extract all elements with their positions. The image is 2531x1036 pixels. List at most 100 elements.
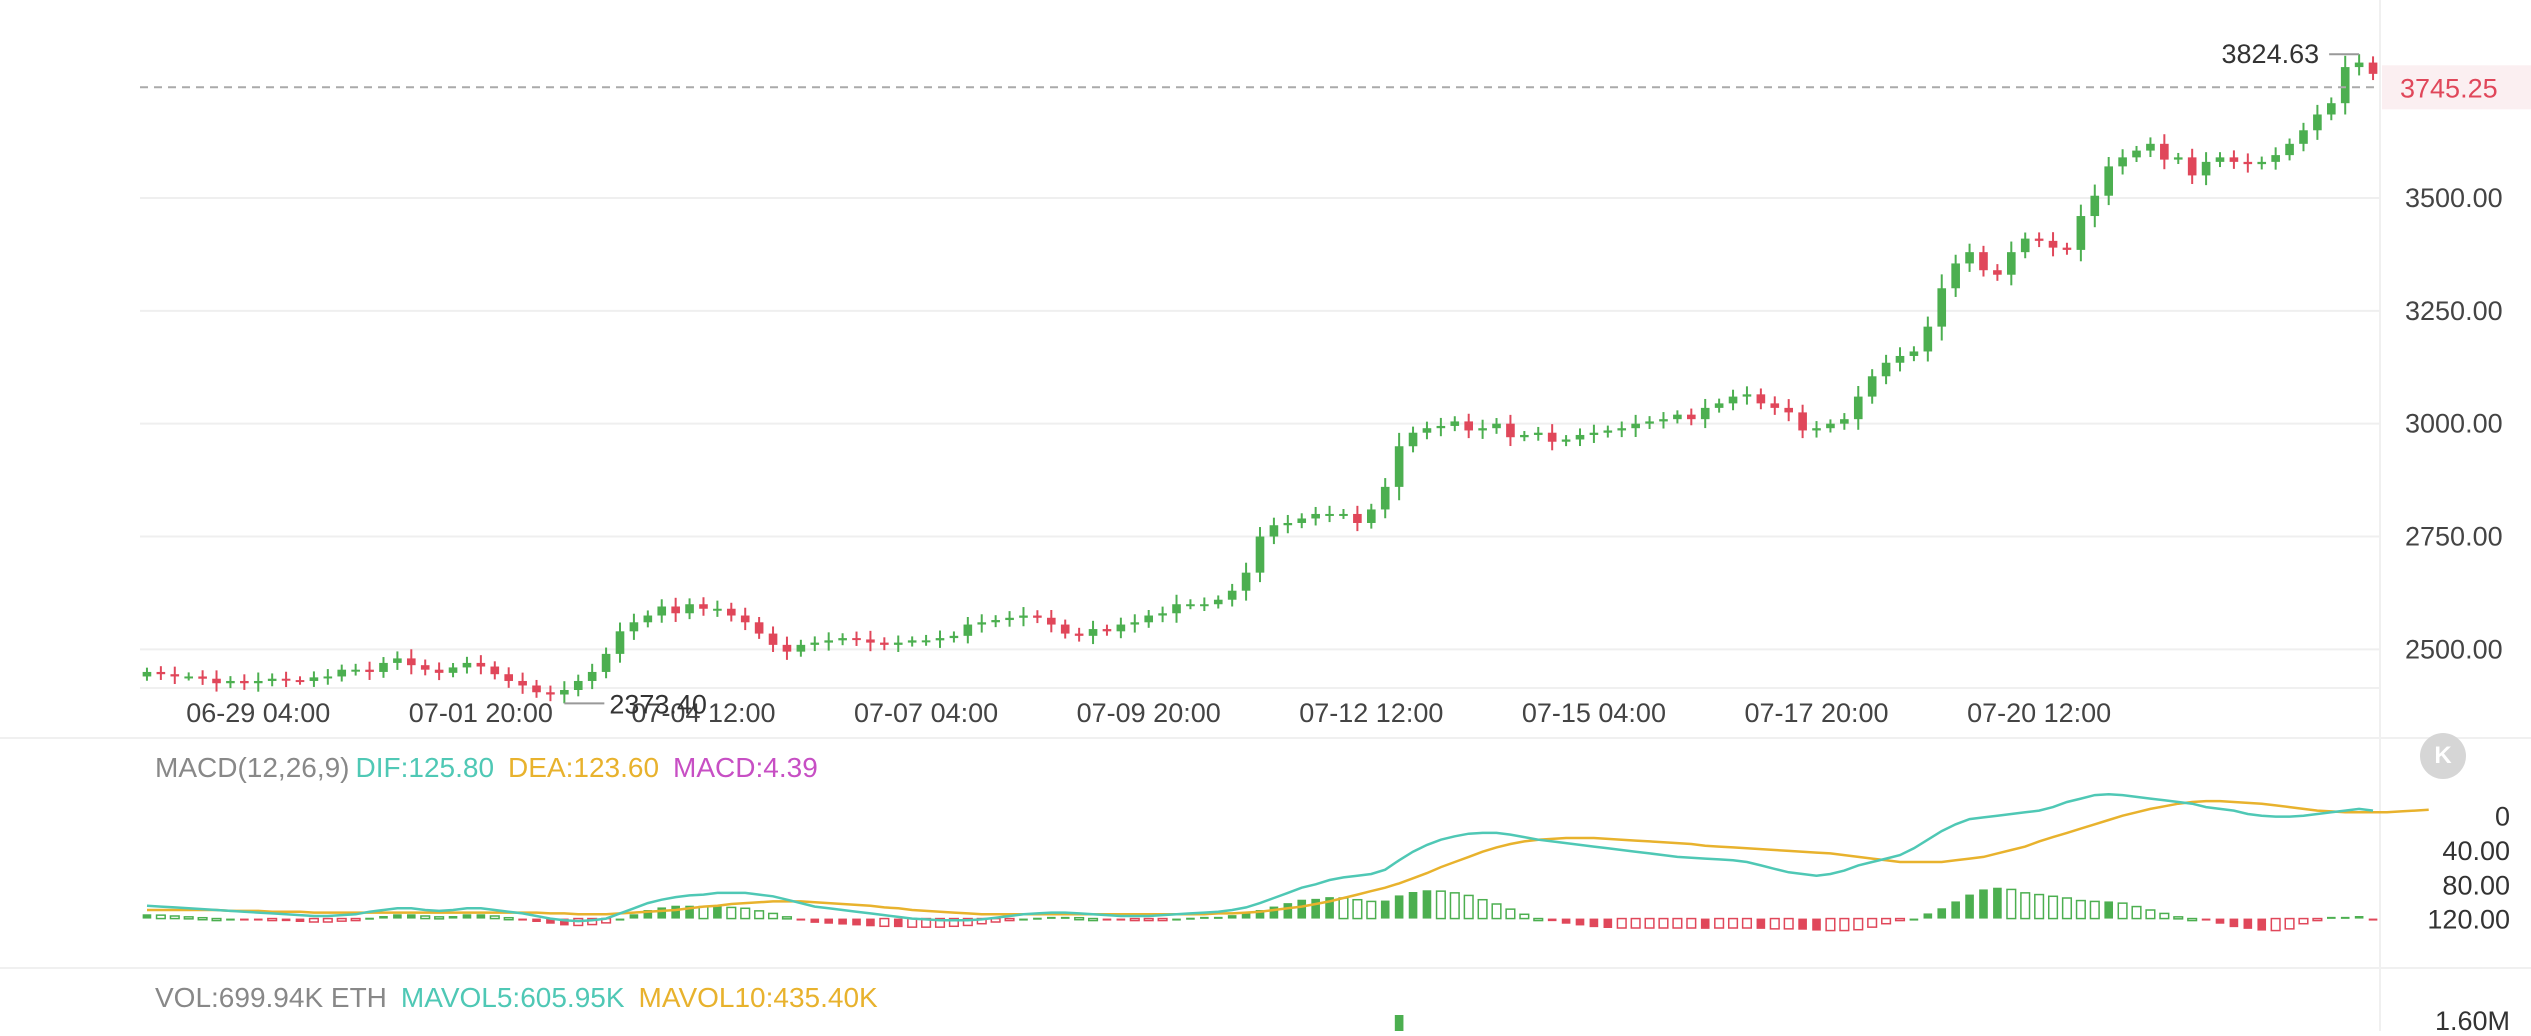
candle-body — [1506, 423, 1515, 438]
macd-histogram-bar — [2075, 899, 2086, 920]
macd-histogram-bar — [1325, 897, 1334, 919]
macd-histogram-bar — [1352, 898, 1363, 920]
candle-body — [1881, 362, 1891, 377]
macd-histogram-bar — [1881, 917, 1892, 925]
candle-body — [365, 669, 374, 672]
candle-body — [240, 680, 249, 684]
time-tick-label: 07-01 20:00 — [409, 698, 553, 728]
candle-body — [1060, 624, 1070, 634]
candle-body — [156, 671, 166, 675]
macd-histogram-bar — [1616, 917, 1627, 929]
candle-body — [420, 665, 430, 670]
candle-body — [921, 640, 931, 643]
candle-body — [2076, 216, 2086, 250]
macd-dea-value: DEA:123.60 — [508, 752, 660, 783]
macd-tick-label: 40.00 — [2442, 836, 2510, 866]
macd-histogram-bar — [448, 916, 458, 919]
macd-histogram-bar — [1672, 917, 1683, 929]
candle-body — [573, 680, 583, 690]
candle-body — [2326, 103, 2336, 115]
macd-histogram-bar — [2243, 918, 2253, 929]
macd-title: MACD(12,26,9) — [155, 752, 350, 783]
macd-histogram-bar — [1116, 918, 1126, 921]
candle-body — [1353, 513, 1362, 523]
macd-histogram-bar — [281, 918, 291, 922]
candle-body — [1186, 604, 1195, 607]
macd-histogram-bar — [1157, 917, 1168, 922]
macd-histogram-bar — [879, 917, 890, 928]
price-annotations: 3745.25 3824.63 2373.40 — [140, 39, 2531, 719]
macd-histogram-bar — [489, 915, 500, 920]
macd-histogram-bar — [518, 918, 527, 921]
macd-histogram-bar — [1839, 917, 1850, 932]
macd-histogram-bar — [142, 914, 152, 919]
macd-histogram-bar — [1894, 917, 1906, 922]
candle-body — [629, 622, 639, 632]
candle-body — [448, 667, 458, 673]
macd-histogram-bar — [2145, 909, 2156, 920]
macd-histogram-bar — [1311, 898, 1320, 919]
time-axis: 06-29 04:00 07-01 20:00 07-04 12:00 07-07 0… — [186, 698, 2111, 728]
macd-histogram-bar — [1380, 900, 1390, 919]
candle-body — [977, 622, 987, 625]
macd-histogram-bar — [546, 918, 555, 924]
candle-body — [1200, 604, 1209, 607]
macd-histogram-bar — [1769, 917, 1780, 930]
macd-histogram-bar — [406, 914, 416, 919]
macd-histogram-bar — [781, 916, 793, 920]
macd-histogram-bar — [1812, 918, 1821, 931]
candle-body — [2313, 114, 2322, 131]
macd-histogram-bar — [615, 918, 625, 921]
macd-series — [142, 793, 2429, 932]
candle-body — [685, 604, 694, 614]
candle-body — [1144, 615, 1154, 623]
macd-histogram-bar — [2131, 905, 2142, 920]
candle-body — [699, 604, 708, 609]
candle-body — [1728, 396, 1738, 404]
candle-body — [2299, 130, 2308, 144]
candle-body — [1659, 419, 1668, 422]
macd-histogram-bar — [2284, 917, 2295, 930]
candle-body — [1269, 525, 1279, 537]
candle-body — [1742, 394, 1752, 397]
candle-body — [838, 638, 847, 641]
macd-histogram-bar — [2187, 917, 2198, 922]
candle-body — [1158, 613, 1167, 616]
candle-body — [2104, 166, 2114, 196]
macd-histogram-bar — [2034, 893, 2045, 920]
kline-badge-icon[interactable]: K — [2420, 733, 2466, 779]
candle-body — [810, 642, 820, 645]
candle-body — [267, 678, 277, 681]
macd-histogram-bar — [2270, 917, 2281, 932]
macd-histogram-bar — [2104, 901, 2114, 919]
macd-histogram-bar — [2047, 895, 2059, 920]
macd-histogram-bar — [1074, 916, 1085, 921]
macd-axis: 120.00 80.00 40.00 0 — [2427, 802, 2510, 935]
macd-histogram-bar — [1213, 916, 1223, 919]
candle-body — [1575, 434, 1585, 440]
macd-histogram-bar — [1658, 917, 1669, 929]
macd-histogram-bar — [657, 907, 667, 919]
mavol5-value: MAVOL5:605.95K — [400, 982, 625, 1013]
candle-body — [1589, 432, 1599, 435]
candle-body — [1227, 590, 1237, 600]
candle-body — [949, 635, 959, 639]
candle-body — [768, 633, 778, 645]
macd-histogram-bar — [1561, 918, 1571, 924]
candle-body — [2146, 143, 2155, 151]
macd-histogram-bar — [434, 916, 445, 920]
candle-body — [198, 676, 207, 679]
macd-histogram-bar — [2298, 917, 2309, 925]
candle-body — [281, 678, 291, 681]
candle-body — [2340, 67, 2350, 104]
macd-histogram-bar — [336, 917, 347, 922]
macd-histogram-bar — [1255, 910, 1265, 919]
macd-histogram-bar — [197, 916, 208, 921]
macd-histogram-bar — [2006, 888, 2017, 920]
macd-histogram-bar — [1686, 917, 1697, 929]
macd-histogram-bar — [934, 917, 946, 928]
candle-body — [1645, 421, 1654, 424]
candle-body — [1686, 414, 1696, 420]
macd-histogram-bar — [1019, 918, 1028, 921]
